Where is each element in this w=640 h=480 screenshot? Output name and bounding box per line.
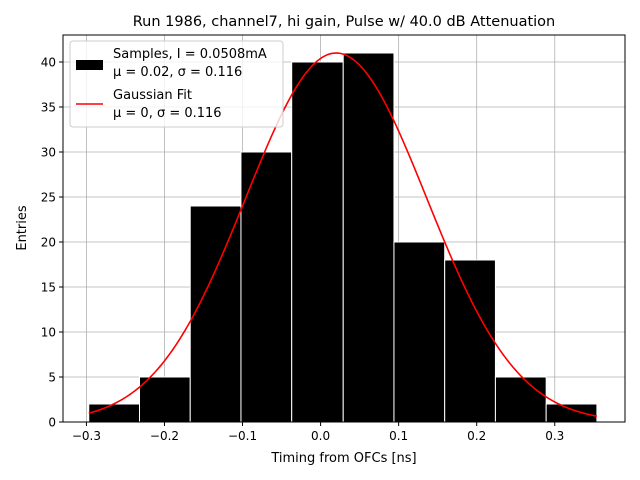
x-axis-ticks: −0.3 −0.2 −0.1 0.0 0.1 0.2 0.3 bbox=[72, 422, 564, 443]
x-tick-label: −0.2 bbox=[150, 429, 179, 443]
x-tick-label: 0.3 bbox=[545, 429, 564, 443]
x-tick-label: −0.1 bbox=[228, 429, 257, 443]
legend-samples-label: Samples, I = 0.0508mA bbox=[113, 47, 267, 62]
histogram-bar bbox=[240, 151, 293, 423]
histogram-bar bbox=[342, 52, 395, 423]
histogram-bar bbox=[138, 376, 191, 423]
y-axis-label: Entries bbox=[15, 205, 30, 251]
y-tick-label: 40 bbox=[41, 56, 56, 70]
histogram-bar bbox=[545, 403, 598, 423]
x-tick-label: 0.2 bbox=[467, 429, 486, 443]
histogram-bar bbox=[494, 376, 547, 423]
legend-samples-swatch bbox=[76, 60, 103, 70]
histogram-bar bbox=[393, 241, 446, 423]
legend-fit-label: Gaussian Fit bbox=[113, 88, 192, 103]
legend-fit-stats: μ = 0, σ = 0.116 bbox=[113, 106, 222, 121]
y-tick-label: 15 bbox=[41, 281, 56, 295]
histogram-bar bbox=[444, 259, 496, 423]
y-tick-label: 10 bbox=[41, 326, 56, 340]
histogram-bar bbox=[189, 205, 242, 423]
x-tick-label: 0.1 bbox=[389, 429, 408, 443]
y-tick-label: 20 bbox=[41, 236, 56, 250]
y-tick-label: 35 bbox=[41, 101, 56, 115]
x-tick-label: 0.0 bbox=[311, 429, 330, 443]
histogram-bars bbox=[88, 52, 598, 423]
legend-samples-stats: μ = 0.02, σ = 0.116 bbox=[113, 65, 242, 80]
y-tick-label: 30 bbox=[41, 146, 56, 160]
chart-title: Run 1986, channel7, hi gain, Pulse w/ 40… bbox=[133, 14, 556, 30]
x-tick-label: −0.3 bbox=[72, 429, 101, 443]
y-tick-label: 25 bbox=[41, 191, 56, 205]
y-tick-label: 5 bbox=[48, 371, 56, 385]
gaussian-fit-line bbox=[88, 52, 598, 417]
x-axis-label: Timing from OFCs [ns] bbox=[270, 451, 416, 466]
gaussian-fit bbox=[88, 52, 598, 417]
histogram-bar bbox=[88, 403, 140, 423]
plot-frame bbox=[62, 34, 626, 423]
y-tick-label: 0 bbox=[48, 416, 56, 430]
legend-box bbox=[69, 40, 284, 128]
histogram-bar bbox=[291, 61, 344, 423]
legend: Samples, I = 0.0508mA μ = 0.02, σ = 0.11… bbox=[69, 40, 284, 128]
y-axis-ticks: 0 5 10 15 20 25 30 35 40 bbox=[41, 56, 63, 430]
